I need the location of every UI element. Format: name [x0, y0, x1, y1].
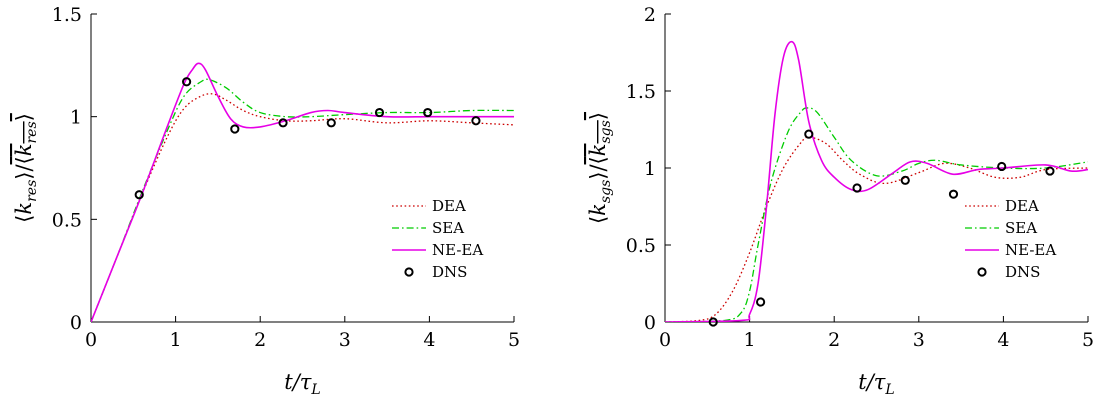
dns-point [423, 107, 433, 118]
x-tick-label: 5 [508, 329, 520, 351]
legend-entry: SEA [432, 219, 464, 237]
dns-point [230, 124, 240, 134]
y-tick-label: 1 [70, 107, 82, 129]
dns-point [755, 297, 766, 307]
svg-text:⟨kres⟩/⟨kres⟩: ⟨kres⟩/⟨kres⟩ [12, 113, 40, 223]
y-tick-label: 0 [644, 312, 656, 334]
dns-point [134, 190, 144, 200]
chart-panel-2: 0 1 2 3 4 5 0 0.5 1 1.5 2 t/τL ⟨ksgs⟩/⟨ksgs⟩ DEA SEA NE… [586, 4, 1094, 398]
dns-point [997, 161, 1007, 172]
legend-entry: NE-EA [1005, 241, 1056, 259]
dns-point [900, 175, 910, 185]
x-tick-label: 3 [339, 329, 351, 351]
dns-point [278, 118, 288, 128]
dns-point [708, 317, 718, 327]
legend-marker [404, 267, 414, 277]
x-tick-label: 0 [85, 329, 97, 351]
dns-point [1045, 166, 1055, 176]
dns-point [948, 189, 959, 199]
legend-entry: DNS [432, 263, 467, 281]
x-tick-label: 3 [913, 329, 925, 351]
series-line-ne-ea [91, 62, 514, 322]
y-tick-label: 1.5 [52, 4, 82, 26]
x-tick-label: 1 [170, 329, 182, 351]
dns-point [471, 116, 481, 126]
y-tick-label: 0.5 [52, 209, 82, 231]
y-tick-label: 0 [70, 312, 82, 334]
y-tick-label: 2 [644, 4, 656, 26]
legend-entry: SEA [1005, 219, 1037, 237]
legend-entry: DEA [432, 197, 466, 215]
dns-point [326, 118, 336, 128]
legend-entry: DEA [1005, 197, 1039, 215]
legend-marker [977, 267, 987, 277]
x-axis-label: t/τL [858, 370, 894, 398]
y-tick-label: 1 [644, 158, 656, 180]
x-tick-label: 2 [828, 329, 840, 351]
series-line-dea [665, 136, 1088, 322]
x-tick-label: 4 [997, 329, 1009, 351]
dns-point [852, 183, 862, 193]
y-axis-label: ⟨ksgs⟩/⟨ksgs⟩ [586, 112, 614, 224]
dns-point [374, 107, 385, 118]
svg-text:⟨ksgs⟩/⟨ksgs⟩: ⟨ksgs⟩/⟨ksgs⟩ [586, 112, 614, 224]
x-tick-label: 5 [1082, 329, 1094, 351]
y-tick-label: 0.5 [626, 235, 656, 257]
x-tick-label: 0 [659, 329, 671, 351]
y-axis-label: ⟨kres⟩/⟨kres⟩ [12, 113, 40, 223]
x-tick-label: 2 [254, 329, 266, 351]
y-tick-label: 1.5 [626, 81, 656, 103]
x-axis-label: t/τL [284, 370, 320, 398]
x-tick-label: 1 [744, 329, 756, 351]
dns-point [804, 129, 814, 139]
legend-entry: NE-EA [432, 241, 483, 259]
dns-point [181, 77, 192, 87]
series-line-ne-ea [665, 40, 1088, 322]
chart-panel-1: 0 1 2 3 4 5 0 0.5 1 1.5 t/τL ⟨kres⟩/⟨kres⟩ DEA SEA NE-… [12, 4, 520, 398]
series-line-sea [665, 107, 1088, 322]
x-tick-label: 4 [423, 329, 435, 351]
legend-entry: DNS [1005, 263, 1040, 281]
